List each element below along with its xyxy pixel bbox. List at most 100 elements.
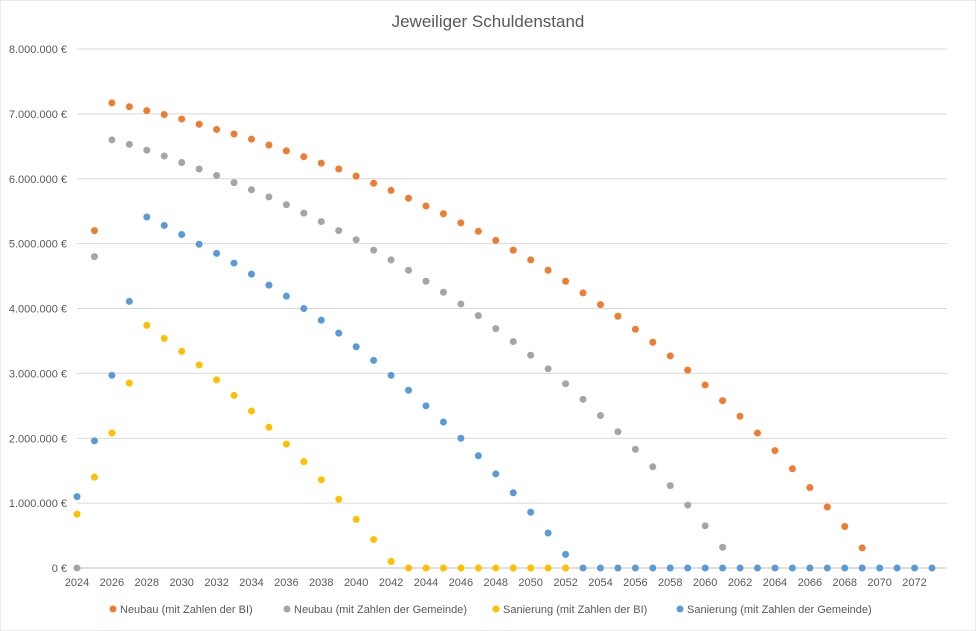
data-point [719,543,727,551]
data-point [108,99,116,107]
y-tick-label: 1.000.000 € [9,498,67,510]
x-tick-label: 2032 [204,577,228,589]
data-point [876,564,884,572]
x-tick-label: 2036 [274,577,298,589]
data-points [73,99,936,572]
data-point [527,256,535,264]
data-point [719,397,727,405]
data-point [596,301,604,309]
data-point [125,297,133,305]
legend-item: Neubau (mit Zahlen der Gemeinde) [283,604,467,616]
data-point [596,412,604,420]
data-point [509,338,517,346]
data-point [614,564,622,572]
data-point [108,371,116,379]
data-point [439,210,447,218]
data-point [422,277,430,285]
data-point [387,371,395,379]
data-point [474,564,482,572]
legend-label: Sanierung (mit Zahlen der BI) [503,604,647,616]
data-point [108,429,116,437]
chart-title: Jeweiliger Schuldenstand [392,12,585,31]
data-point [736,412,744,420]
data-point [509,489,517,497]
x-tick-label: 2064 [763,577,787,589]
data-point [143,321,151,329]
x-axis-ticks: 2024 2026 2028 2030 2032 2034 2036 2038 2040 2042… [65,577,927,589]
data-point [178,115,186,123]
data-point [422,402,430,410]
data-point [631,445,639,453]
series-1 [90,99,866,552]
data-point [492,564,500,572]
data-point [457,300,465,308]
data-point [858,564,866,572]
legend-label: Neubau (mit Zahlen der BI) [120,604,253,616]
data-point [562,564,570,572]
data-point [73,564,81,572]
legend-item: Sanierung (mit Zahlen der Gemeinde) [676,604,872,616]
y-axis-ticks: 0 € 1.000.000 € 2.000.000 € 3.000.000 € 4.00… [9,44,67,575]
data-point [754,564,762,572]
data-point [213,249,221,257]
data-point [701,381,709,389]
data-point [684,366,692,374]
data-point [195,361,203,369]
data-point [579,289,587,297]
data-point [335,329,343,337]
data-point [352,172,360,180]
data-point [754,429,762,437]
x-tick-label: 2028 [135,577,159,589]
data-point [108,136,116,144]
data-point [352,343,360,351]
data-point [544,365,552,373]
data-point [666,482,674,490]
data-point [649,463,657,471]
x-tick-label: 2058 [658,577,682,589]
data-point [492,236,500,244]
data-point [317,476,325,484]
x-tick-label: 2044 [414,577,438,589]
legend-marker [109,605,117,613]
x-tick-label: 2052 [553,577,577,589]
data-point [160,221,168,229]
x-tick-label: 2070 [867,577,891,589]
data-point [439,418,447,426]
data-point [527,351,535,359]
data-point [771,447,779,455]
data-point [544,266,552,274]
data-point [230,179,238,187]
data-point [335,495,343,503]
data-point [841,522,849,530]
data-point [405,386,413,394]
data-point [143,213,151,221]
x-tick-label: 2046 [449,577,473,589]
data-point [527,508,535,516]
data-point [457,564,465,572]
data-point [457,219,465,227]
data-point [213,172,221,180]
data-point [370,179,378,187]
data-point [300,209,308,217]
x-tick-label: 2042 [379,577,403,589]
data-point [631,564,639,572]
data-point [771,564,779,572]
data-point [73,493,81,501]
x-tick-label: 2024 [65,577,89,589]
data-point [370,356,378,364]
data-point [823,503,831,511]
x-tick-label: 2068 [833,577,857,589]
x-tick-label: 2054 [588,577,612,589]
series-3 [73,321,570,572]
data-point [509,246,517,254]
data-point [125,140,133,148]
data-point [317,159,325,167]
data-point [370,535,378,543]
data-point [614,312,622,320]
data-point [195,240,203,248]
data-point [422,202,430,210]
data-point [230,391,238,399]
data-point [352,236,360,244]
